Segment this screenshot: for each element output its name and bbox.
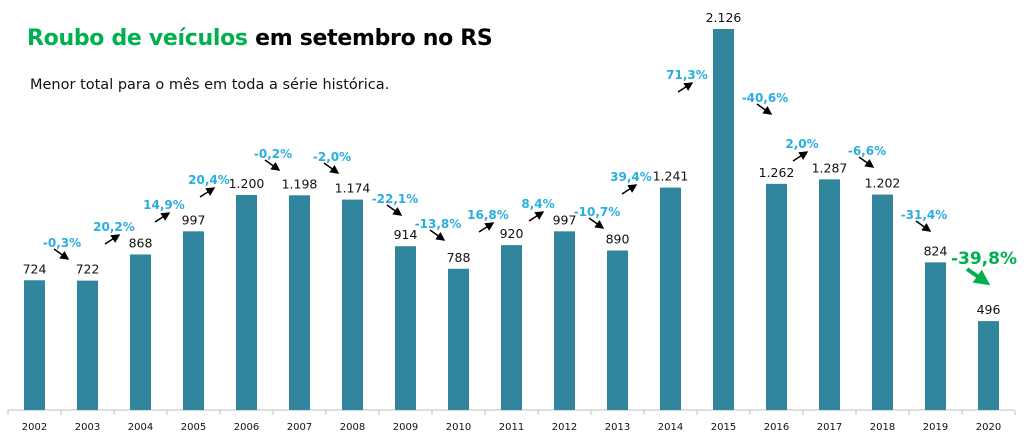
value-label-2006: 1.200	[229, 176, 265, 191]
arrow-down-icon-2009	[386, 204, 403, 216]
bar-2015	[713, 29, 734, 410]
change-label-2012: 8,4%	[521, 197, 554, 211]
arrow-down-icon-2013	[588, 217, 605, 229]
value-label-2011: 920	[500, 226, 524, 241]
bar-2010	[448, 268, 469, 410]
x-tick-label-2004: 2004	[128, 422, 153, 433]
bar-2012	[554, 231, 575, 410]
bar-2019	[925, 262, 946, 410]
change-label-2011: 16,8%	[467, 208, 509, 222]
arrow-down-icon-2007	[264, 159, 281, 171]
bar-2011	[501, 245, 522, 410]
arrow-up-icon-2014	[621, 184, 638, 195]
x-tick-label-2015: 2015	[711, 422, 736, 433]
arrow-down-icon-2020	[965, 267, 991, 286]
change-label-2009: -22,1%	[372, 192, 419, 206]
x-tick-label-2012: 2012	[552, 422, 577, 433]
x-tick-label-2008: 2008	[340, 422, 365, 433]
value-label-2003: 722	[76, 262, 100, 277]
arrow-up-icon-2005	[154, 212, 171, 223]
x-tick-label-2003: 2003	[75, 422, 100, 433]
x-tick-label-2006: 2006	[234, 422, 259, 433]
x-tick-label-2019: 2019	[923, 422, 948, 433]
arrow-down-icon-2008	[323, 162, 340, 174]
arrow-up-icon-2017	[792, 151, 809, 162]
change-label-2016: -40,6%	[742, 91, 789, 105]
x-tick-label-2016: 2016	[764, 422, 789, 433]
chart-title: Roubo de veículos em setembro no RS	[27, 26, 493, 51]
bar-2016	[766, 183, 787, 410]
value-label-2002: 724	[23, 261, 47, 276]
bar-2009	[395, 246, 416, 410]
x-tick-label-2018: 2018	[870, 422, 895, 433]
bar-2005	[183, 231, 204, 410]
value-label-2019: 824	[924, 243, 948, 258]
arrow-down-icon-2016	[756, 103, 773, 115]
x-tick-label-2002: 2002	[22, 422, 47, 433]
x-tick-label-2017: 2017	[817, 422, 842, 433]
bar-2017	[819, 179, 840, 410]
bar-2014	[660, 187, 681, 410]
arrow-up-icon-2015	[677, 82, 694, 93]
arrow-down-icon-2010	[429, 229, 446, 241]
change-label-2010: -13,8%	[415, 217, 462, 231]
value-label-2014: 1.241	[653, 169, 689, 184]
bar-2007	[289, 195, 310, 410]
value-label-2018: 1.202	[865, 176, 901, 191]
change-label-2014: 39,4%	[610, 170, 652, 184]
x-tick-label-2010: 2010	[446, 422, 471, 433]
arrow-up-icon-2012	[528, 211, 545, 222]
bar-2004	[130, 254, 151, 410]
x-tick-label-2014: 2014	[658, 422, 683, 433]
bar-2020	[978, 321, 999, 410]
x-tick-label-2007: 2007	[287, 422, 312, 433]
change-label-2004: 20,2%	[93, 220, 135, 234]
x-tick-label-2009: 2009	[393, 422, 418, 433]
change-label-2018: -6,6%	[848, 144, 886, 158]
value-label-2020: 496	[977, 302, 1001, 317]
value-label-2004: 868	[129, 235, 153, 250]
arrow-up-icon-2006	[199, 187, 216, 198]
value-label-2010: 788	[447, 250, 471, 265]
bar-2006	[236, 194, 257, 410]
title-highlight: Roubo de veículos	[27, 26, 248, 51]
x-tick-label-2013: 2013	[605, 422, 630, 433]
change-label-2017: 2,0%	[785, 137, 818, 151]
x-tick-label-2005: 2005	[181, 422, 206, 433]
arrow-up-icon-2011	[478, 222, 495, 233]
change-label-2003: -0,3%	[43, 236, 81, 250]
value-label-2016: 1.262	[759, 165, 795, 180]
chart-subtitle: Menor total para o mês em toda a série h…	[30, 77, 390, 93]
title-rest: em setembro no RS	[255, 26, 493, 51]
change-label-2020: -39,8%	[951, 249, 1017, 269]
arrow-down-icon-2018	[858, 156, 875, 168]
value-label-2005: 997	[182, 212, 206, 227]
value-label-2009: 914	[394, 227, 418, 242]
arrow-down-icon-2003	[53, 248, 70, 260]
value-label-2013: 890	[606, 232, 630, 247]
change-label-2015: 71,3%	[666, 68, 708, 82]
change-label-2007: -0,2%	[254, 147, 292, 161]
change-label-2005: 14,9%	[143, 198, 185, 212]
value-label-2008: 1.174	[335, 181, 371, 196]
arrow-up-icon-2004	[104, 234, 121, 245]
value-label-2015: 2.126	[706, 10, 742, 25]
bar-2003	[77, 280, 98, 410]
value-label-2012: 997	[553, 212, 577, 227]
change-label-2019: -31,4%	[901, 208, 948, 222]
bar-2002	[24, 280, 45, 410]
value-label-2007: 1.198	[282, 176, 318, 191]
change-label-2008: -2,0%	[313, 150, 351, 164]
arrow-down-icon-2019	[915, 220, 932, 232]
value-label-2017: 1.287	[812, 160, 848, 175]
x-tick-label-2011: 2011	[499, 422, 524, 433]
change-label-2006: 20,4%	[188, 173, 230, 187]
bar-2008	[342, 199, 363, 410]
change-label-2013: -10,7%	[574, 205, 621, 219]
bar-2018	[872, 194, 893, 410]
x-tick-label-2020: 2020	[976, 422, 1001, 433]
bar-2013	[607, 250, 628, 410]
